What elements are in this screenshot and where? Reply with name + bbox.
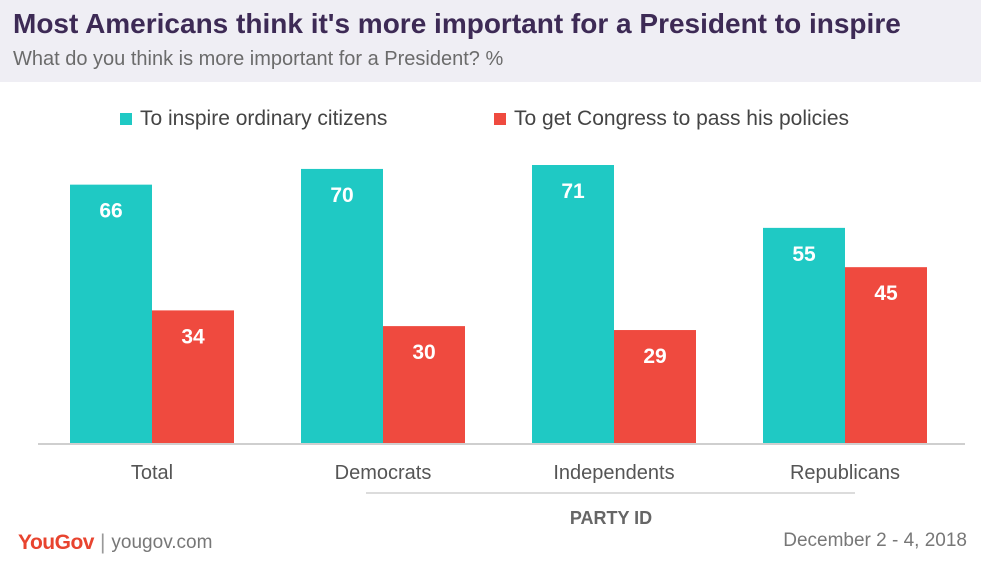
legend: To inspire ordinary citizens To get Cong…: [0, 106, 981, 132]
legend-swatch-inspire: [120, 113, 132, 125]
bar-total-congress: [152, 310, 234, 444]
data-label-republicans-congress: 45: [874, 282, 898, 305]
data-label-democrats-inspire: 70: [330, 184, 353, 207]
category-label-republicans: Republicans: [790, 462, 900, 484]
data-label-independents-congress: 29: [643, 345, 666, 368]
category-label-independents: Independents: [553, 462, 674, 484]
bar-republicans-congress: [845, 267, 927, 444]
legend-label-inspire: To inspire ordinary citizens: [140, 107, 388, 130]
legend-item-congress: To get Congress to pass his policies: [494, 106, 849, 132]
brand-url[interactable]: yougov.com: [111, 532, 213, 553]
bar-democrats-congress: [383, 326, 465, 444]
chart-subtitle: What do you think is more important for …: [13, 48, 504, 70]
header-banner: Most Americans think it's more important…: [0, 0, 981, 82]
party-id-label: PARTY ID: [570, 508, 652, 528]
brand-separator: |: [99, 531, 106, 554]
footer-brand: YouGov | yougov.com: [18, 530, 212, 556]
bar-republicans-inspire: [763, 227, 845, 444]
data-label-independents-inspire: 71: [561, 180, 585, 203]
data-label-total-congress: 34: [181, 325, 205, 348]
legend-item-inspire: To inspire ordinary citizens: [120, 106, 387, 132]
data-label-democrats-congress: 30: [412, 341, 435, 364]
bar-independents-congress: [614, 330, 696, 444]
chart-title: Most Americans think it's more important…: [13, 8, 901, 39]
bar-independents-inspire: [532, 165, 614, 444]
bar-democrats-inspire: [301, 168, 383, 445]
category-label-total: Total: [131, 462, 173, 484]
bar-total-inspire: [70, 184, 152, 444]
data-label-total-inspire: 66: [99, 200, 122, 223]
category-label-democrats: Democrats: [335, 462, 432, 484]
survey-date: December 2 - 4, 2018: [783, 530, 967, 551]
yougov-logo: YouGov: [18, 531, 94, 554]
legend-label-congress: To get Congress to pass his policies: [514, 107, 850, 130]
data-label-republicans-inspire: 55: [792, 243, 816, 266]
legend-swatch-congress: [494, 113, 506, 125]
